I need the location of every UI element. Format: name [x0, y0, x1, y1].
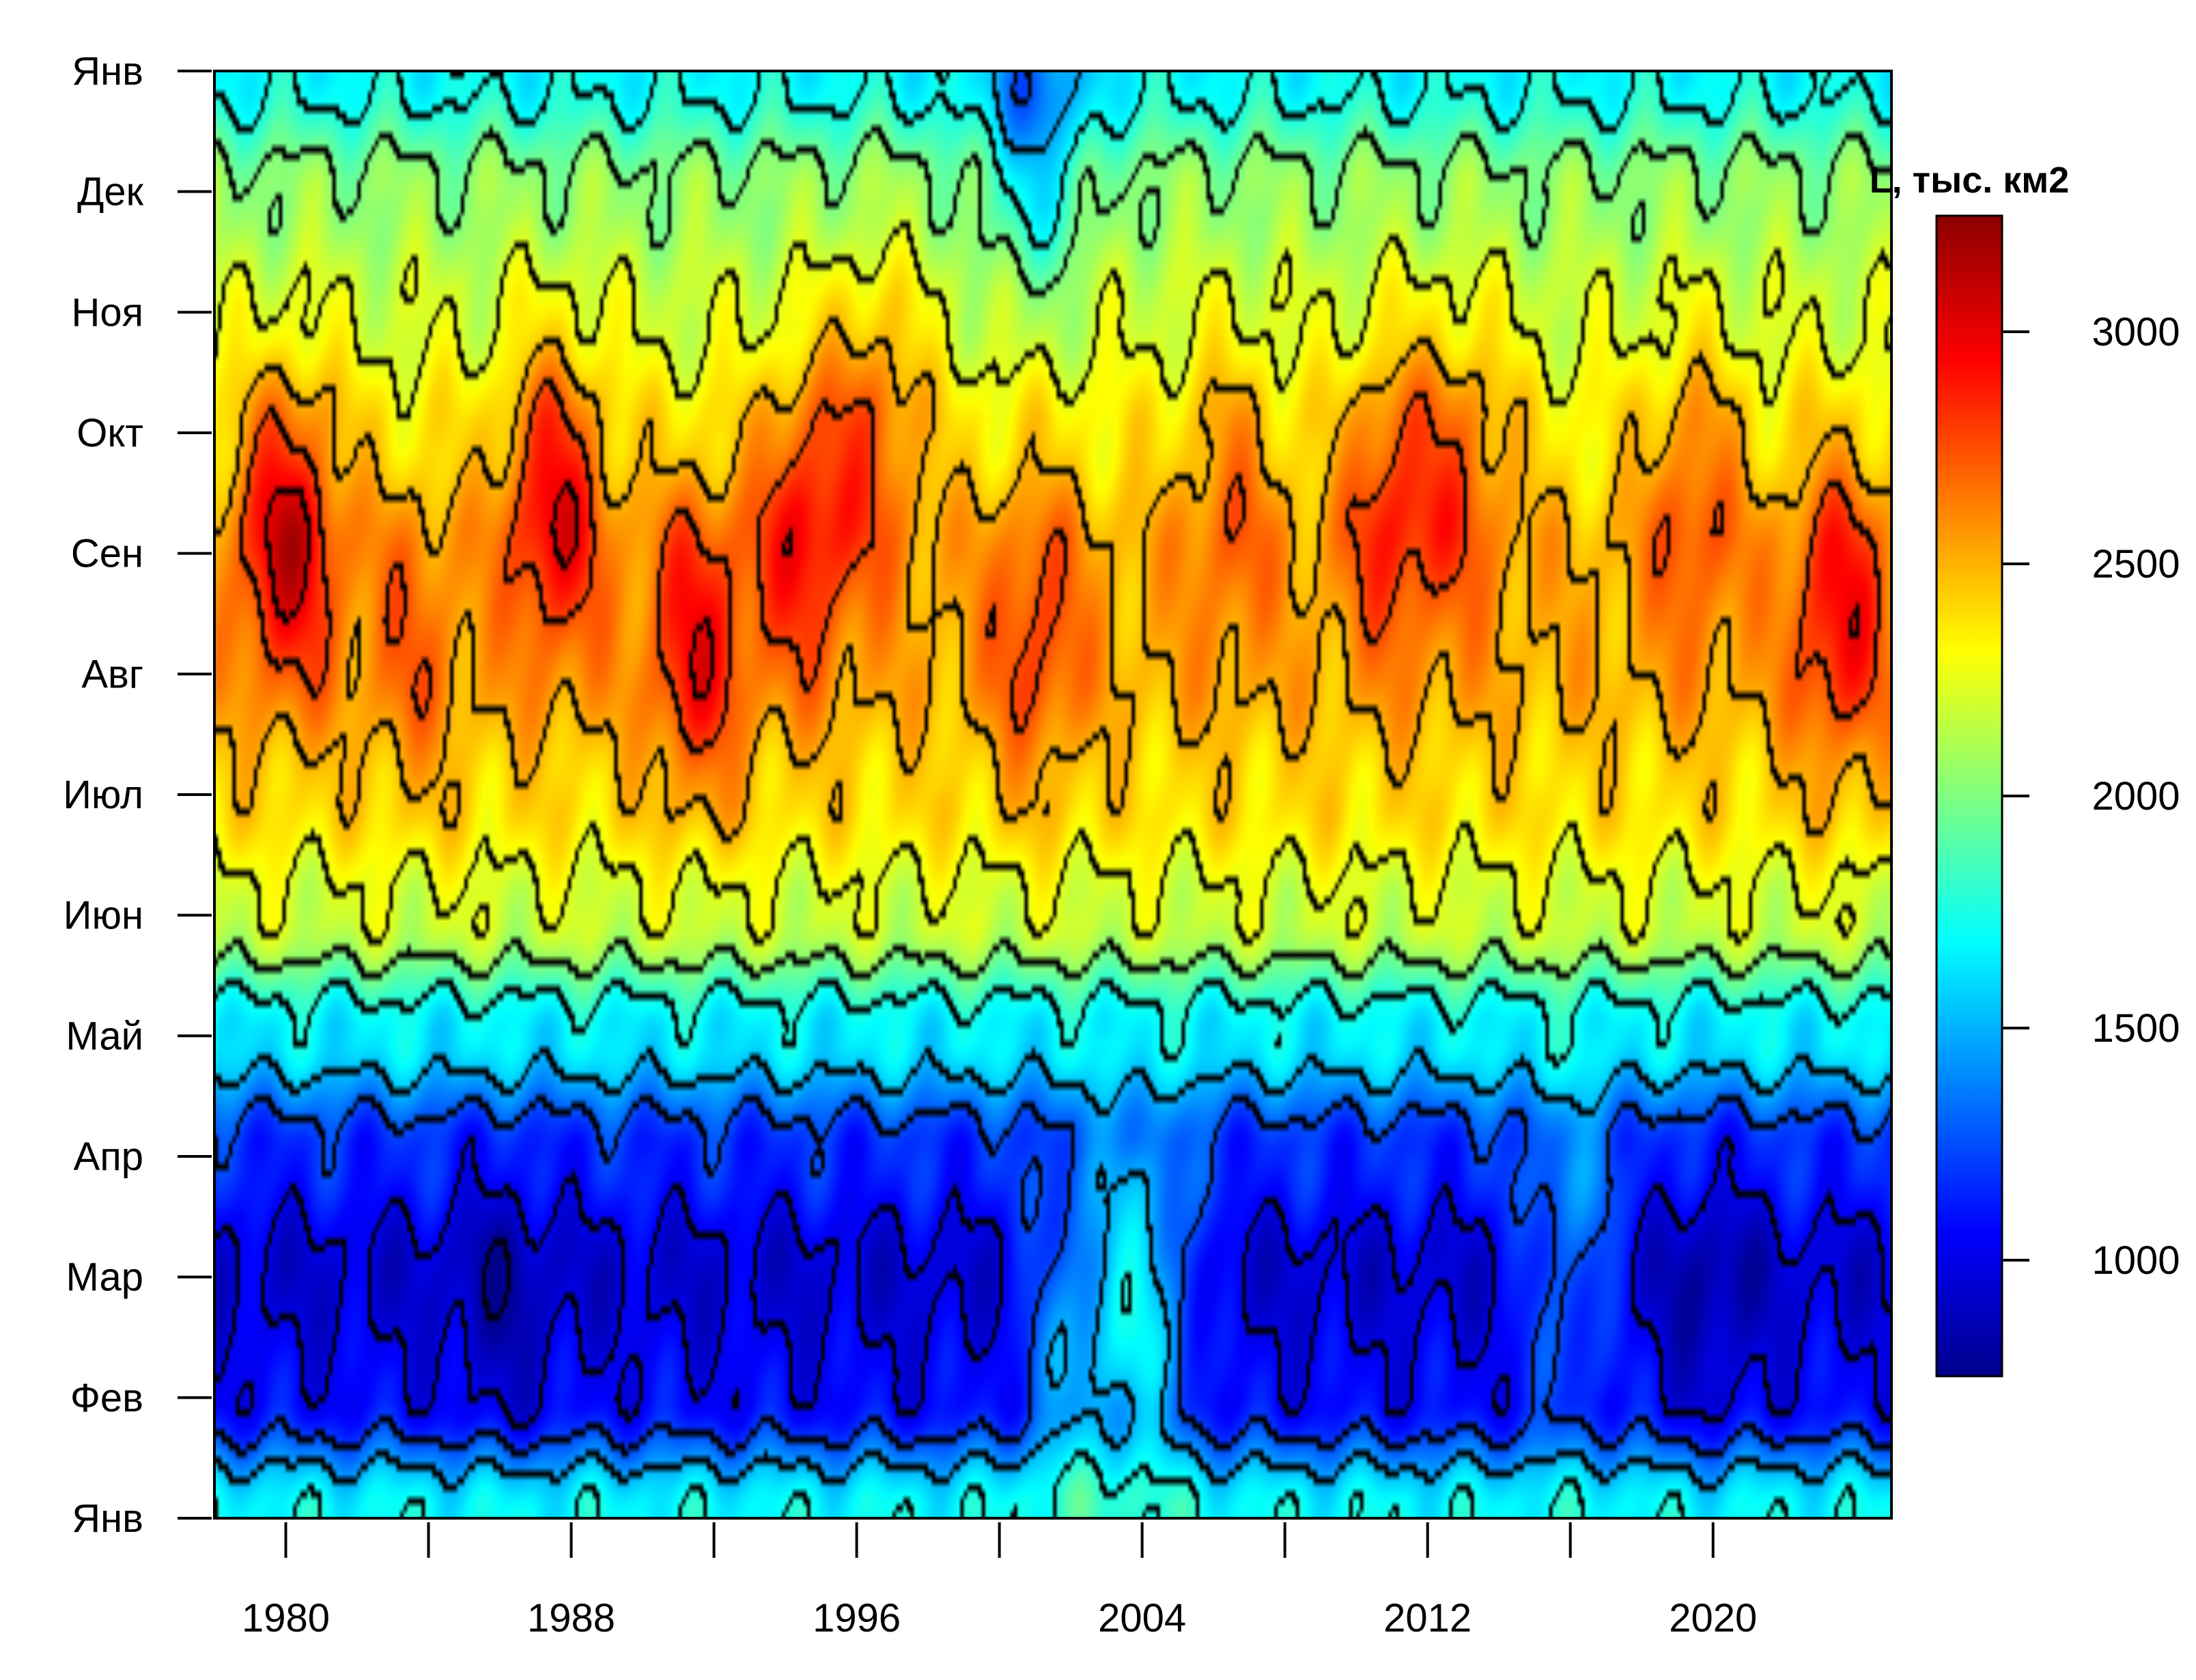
y-tick-label: Апр	[74, 1135, 143, 1179]
y-tick-label: Янв	[72, 49, 143, 94]
y-tick-label: Сен	[71, 532, 143, 576]
colorbar-tick-label: 3000	[2092, 310, 2180, 354]
colorbar-tick-label: 2000	[2092, 774, 2180, 818]
x-tick-label: 2012	[1383, 1596, 1472, 1640]
y-tick-label: Фев	[70, 1376, 143, 1420]
x-tick-label: 1988	[527, 1596, 615, 1640]
colorbar-tick-label: 1000	[2092, 1238, 2180, 1283]
colorbar-title: L, тыс. км2	[1870, 160, 2070, 201]
colorbar-ticks: 1000 1500 2000 2500 3000	[2002, 310, 2180, 1283]
colorbar: L, тыс. км2 1000 1500 2000 2500 3000	[1870, 160, 2180, 1378]
y-axis: Янв Фев Мар Апр Май Июн Июл Авг Сен Окт Ноя Дек Янв	[63, 49, 212, 1541]
y-tick-label: Авг	[81, 652, 143, 696]
colorbar-tick-label: 2500	[2092, 542, 2180, 586]
colorbar-tick-label: 1500	[2092, 1006, 2180, 1051]
y-tick-label: Июн	[64, 894, 143, 938]
x-tick-label: 2004	[1098, 1596, 1186, 1640]
y-tick-label: Июл	[63, 773, 143, 817]
y-tick-label: Мар	[66, 1255, 143, 1300]
heatmap-surface	[214, 71, 1891, 1518]
plot-frame	[213, 70, 1893, 1520]
y-tick-label: Май	[66, 1014, 143, 1058]
x-tick-label: 2020	[1669, 1596, 1757, 1640]
x-axis: 1980 1988 1996 2004 2012 2020	[242, 1522, 1757, 1640]
y-tick-label: Окт	[76, 411, 143, 455]
colorbar-gradient	[1935, 214, 2003, 1378]
y-tick-label: Дек	[77, 170, 144, 214]
y-tick-label: Ноя	[71, 290, 143, 334]
y-tick-label: Янв	[72, 1496, 143, 1541]
x-tick-label: 1980	[242, 1596, 330, 1640]
plot-area	[213, 70, 1893, 1520]
x-tick-label: 1996	[813, 1596, 901, 1640]
